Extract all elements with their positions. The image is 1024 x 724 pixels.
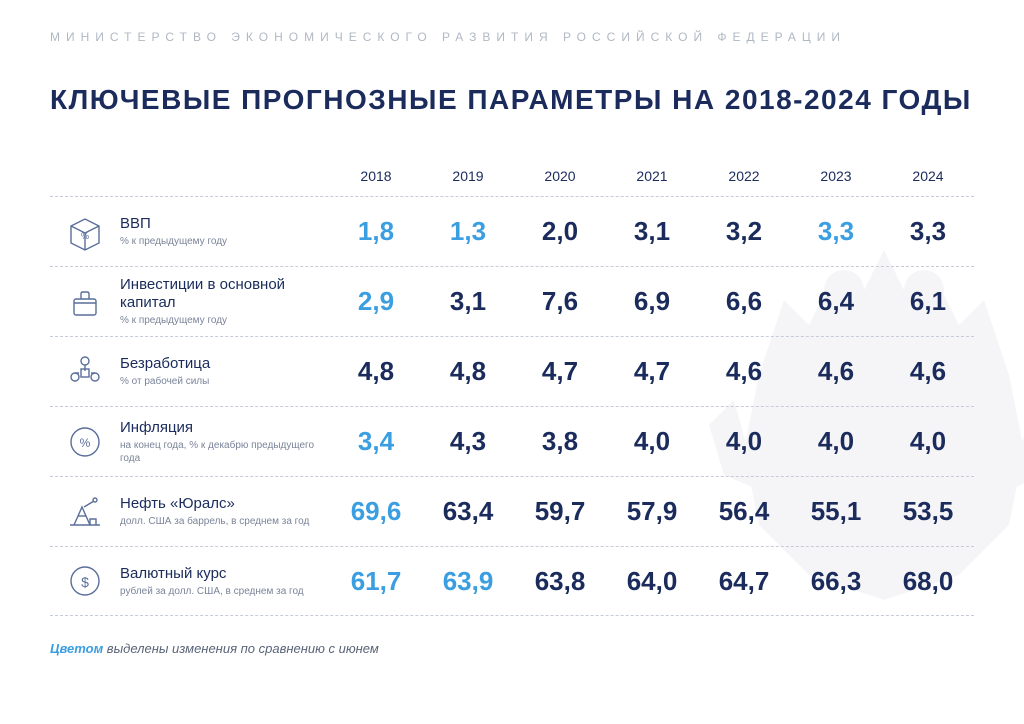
svg-text:$: $ [81, 574, 89, 590]
param-title: Безработица [120, 355, 322, 373]
param-title: Инвестиции в основной капитал [120, 276, 322, 312]
currency-icon: $ [64, 560, 106, 602]
footnote: Цветом выделены изменения по сравнению с… [50, 641, 974, 656]
value-cell: 4,7 [514, 356, 606, 387]
param-subtitle: % к предыдущему году [120, 235, 322, 248]
param-title: ВВП [120, 215, 322, 233]
value-cell: 57,9 [606, 496, 698, 527]
value-cell: 2,9 [330, 286, 422, 317]
value-cell: 4,6 [790, 356, 882, 387]
value-cell: 6,4 [790, 286, 882, 317]
param-subtitle: % к предыдущему году [120, 314, 322, 327]
value-cell: 3,2 [698, 216, 790, 247]
footnote-highlight: Цветом [50, 641, 103, 656]
value-cell: 1,8 [330, 216, 422, 247]
value-cell: 4,6 [698, 356, 790, 387]
value-cell: 6,1 [882, 286, 974, 317]
invest-icon [64, 281, 106, 323]
value-cell: 4,3 [422, 426, 514, 457]
value-cell: 6,9 [606, 286, 698, 317]
value-cell: 4,0 [790, 426, 882, 457]
unemployment-icon [64, 351, 106, 393]
svg-text:%: % [80, 436, 91, 450]
value-cell: 3,3 [882, 216, 974, 247]
value-cell: 53,5 [882, 496, 974, 527]
gdp-icon: % [64, 211, 106, 253]
value-cell: 4,0 [606, 426, 698, 457]
value-cell: 4,7 [606, 356, 698, 387]
table-row: Нефть «Юралс» долл. США за баррель, в сре… [50, 476, 974, 546]
table-header-row: 2018201920202021202220232024 [50, 156, 974, 196]
param-title: Инфляция [120, 419, 322, 437]
value-cell: 3,4 [330, 426, 422, 457]
forecast-table: 2018201920202021202220232024 % ВВП % к пре… [50, 156, 974, 616]
value-cell: 6,6 [698, 286, 790, 317]
value-cell: 69,6 [330, 496, 422, 527]
value-cell: 7,6 [514, 286, 606, 317]
ministry-header: МИНИСТЕРСТВО ЭКОНОМИЧЕСКОГО РАЗВИТИЯ РОС… [50, 30, 974, 44]
value-cell: 61,7 [330, 566, 422, 597]
value-cell: 1,3 [422, 216, 514, 247]
param-subtitle: % от рабочей силы [120, 375, 322, 388]
value-cell: 55,1 [790, 496, 882, 527]
table-row: $ Валютный курс рублей за долл. США, в сре… [50, 546, 974, 616]
value-cell: 4,0 [882, 426, 974, 457]
year-header: 2024 [882, 168, 974, 184]
param-title: Нефть «Юралс» [120, 495, 322, 513]
param-title: Валютный курс [120, 565, 322, 583]
footnote-rest: выделены изменения по сравнению с июнем [103, 641, 379, 656]
value-cell: 2,0 [514, 216, 606, 247]
value-cell: 4,6 [882, 356, 974, 387]
param-subtitle: на конец года, % к декабрю предыдущего г… [120, 439, 322, 465]
value-cell: 4,8 [422, 356, 514, 387]
table-row: Инвестиции в основной капитал % к предыду… [50, 266, 974, 336]
value-cell: 64,0 [606, 566, 698, 597]
table-row: Безработица% от рабочей силы4,84,84,74,7… [50, 336, 974, 406]
value-cell: 56,4 [698, 496, 790, 527]
value-cell: 64,7 [698, 566, 790, 597]
table-row: %ВВП% к предыдущему году1,81,32,03,13,23… [50, 196, 974, 266]
param-subtitle: долл. США за баррель, в среднем за год [120, 515, 322, 528]
value-cell: 3,8 [514, 426, 606, 457]
value-cell: 63,9 [422, 566, 514, 597]
value-cell: 63,4 [422, 496, 514, 527]
value-cell: 4,0 [698, 426, 790, 457]
value-cell: 3,1 [606, 216, 698, 247]
table-row: % Инфляция на конец года, % к декабрю пред… [50, 406, 974, 476]
value-cell: 3,3 [790, 216, 882, 247]
value-cell: 4,8 [330, 356, 422, 387]
year-header: 2023 [790, 168, 882, 184]
value-cell: 63,8 [514, 566, 606, 597]
value-cell: 66,3 [790, 566, 882, 597]
value-cell: 68,0 [882, 566, 974, 597]
page-title: КЛЮЧЕВЫЕ ПРОГНОЗНЫЕ ПАРАМЕТРЫ НА 2018-20… [50, 84, 974, 116]
year-header: 2019 [422, 168, 514, 184]
year-header: 2018 [330, 168, 422, 184]
year-header: 2022 [698, 168, 790, 184]
value-cell: 59,7 [514, 496, 606, 527]
year-header: 2021 [606, 168, 698, 184]
svg-text:%: % [81, 231, 89, 241]
param-subtitle: рублей за долл. США, в среднем за год [120, 585, 322, 598]
oil-icon [64, 491, 106, 533]
year-header: 2020 [514, 168, 606, 184]
inflation-icon: % [64, 421, 106, 463]
value-cell: 3,1 [422, 286, 514, 317]
